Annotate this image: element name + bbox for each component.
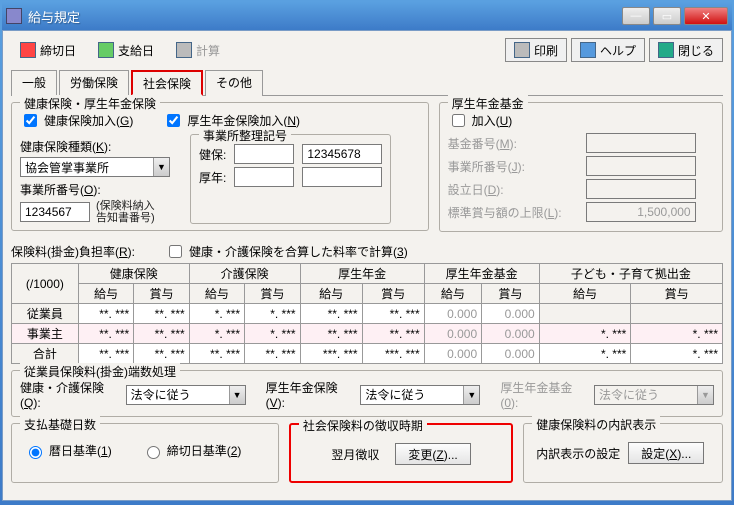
kounen-input-1[interactable]	[234, 167, 294, 187]
fund-est-date-input	[586, 179, 696, 199]
fund-office-no-label: 事業所番号(J):	[448, 158, 578, 175]
office-no-label: 事業所番号(O):	[20, 181, 170, 198]
tab-social[interactable]: 社会保険	[131, 70, 203, 96]
breakdown-group: 健康保険料の内訳表示 内訳表示の設定 設定(X)...	[523, 423, 723, 483]
close-label: 閉じる	[678, 42, 714, 59]
fund-std-limit-input	[586, 202, 696, 222]
merge-rate-checkbox[interactable]: 健康・介護保険を合算した料率で計算(3)	[165, 242, 408, 261]
health-join-input[interactable]	[24, 114, 37, 127]
round-fund-label: 厚生年金基金(0):	[500, 379, 574, 410]
help-icon	[580, 42, 596, 58]
fund-est-date-label: 設立日(D):	[448, 181, 578, 198]
deadline-icon	[20, 42, 36, 58]
pension-join-input[interactable]	[167, 114, 180, 127]
kounen-input-2[interactable]	[302, 167, 382, 187]
round-pension-label: 厚生年金保険(V):	[266, 379, 341, 410]
print-icon	[514, 42, 530, 58]
round-pension-select[interactable]: 法令に従う▼	[360, 385, 480, 405]
toolbar: 締切日 支給日 計算 印刷 ヘルプ 閉じる	[11, 35, 723, 65]
round-health-select[interactable]: 法令に従う▼	[126, 385, 246, 405]
help-button[interactable]: ヘルプ	[571, 38, 645, 62]
rounding-group: 従業員保険料(掛金)端数処理 健康・介護保険(Q): 法令に従う▼ 厚生年金保険…	[11, 370, 723, 417]
insurance-type-select[interactable]: 協会管掌事業所▼	[20, 157, 170, 177]
chevron-down-icon: ▼	[463, 386, 479, 404]
office-code-group: 事業所整理記号 健保: 厚年:	[190, 134, 391, 224]
round-fund-select: 法令に従う▼	[594, 385, 714, 405]
fund-office-no-input	[586, 156, 696, 176]
close-button[interactable]: 閉じる	[649, 38, 723, 62]
change-button[interactable]: 変更(Z)...	[395, 443, 470, 465]
chevron-down-icon: ▼	[697, 386, 713, 404]
calc-button: 計算	[167, 38, 229, 62]
type-label: 健康保険種類(K):	[20, 138, 170, 155]
print-button[interactable]: 印刷	[505, 38, 567, 62]
payday-button[interactable]: 支給日	[89, 38, 163, 62]
per1000-header: (/1000)	[12, 264, 79, 304]
minimize-button[interactable]: —	[622, 7, 650, 25]
chevron-down-icon: ▼	[229, 386, 245, 404]
tab-bar: 一般 労働保険 社会保険 その他	[11, 69, 723, 96]
kenpo-input-1[interactable]	[234, 144, 294, 164]
chevron-down-icon: ▼	[153, 158, 169, 176]
rate-section: 保険料(掛金)負担率(R): 健康・介護保険を合算した料率で計算(3) (/10…	[11, 242, 723, 364]
client-area: 締切日 支給日 計算 印刷 ヘルプ 閉じる	[2, 30, 732, 501]
breakdown-settings-button[interactable]: 設定(X)...	[628, 442, 704, 464]
window-controls: — ▭ ✕	[622, 7, 728, 25]
tab-general[interactable]: 一般	[11, 70, 57, 96]
office-code-legend: 事業所整理記号	[199, 127, 291, 144]
kenpo-label: 健保:	[199, 146, 226, 163]
kenpo-input-2[interactable]	[302, 144, 382, 164]
office-no-input[interactable]	[20, 202, 90, 222]
breakdown-legend: 健康保険料の内訳表示	[532, 416, 660, 433]
rate-table: (/1000) 健康保険 介護保険 厚生年金 厚生年金基金 子ども・子育て拠出金…	[11, 263, 723, 364]
fund-legend: 厚生年金基金	[448, 95, 528, 112]
fund-std-limit-label: 標準賞与額の上限(L):	[448, 204, 578, 221]
collection-value: 翌月徴収	[331, 446, 379, 463]
office-no-note: (保険料納入 告知書番号)	[96, 200, 155, 224]
deadline-button[interactable]: 締切日	[11, 38, 85, 62]
payday-icon	[98, 42, 114, 58]
tab-other[interactable]: その他	[205, 70, 263, 96]
health-pension-legend: 健康保険・厚生年金保険	[20, 95, 160, 112]
close-window-button[interactable]: ✕	[684, 7, 728, 25]
tab-labor[interactable]: 労働保険	[59, 70, 129, 96]
close-icon	[658, 42, 674, 58]
pension-fund-group: 厚生年金基金 加入(U) 基金番号(M): 事業所番号(J): 設立日(D): …	[439, 102, 723, 232]
collection-timing-group: 社会保険料の徴収時期 翌月徴収 変更(Z)...	[289, 423, 513, 483]
kounen-label: 厚年:	[199, 169, 226, 186]
fund-join-input[interactable]	[452, 114, 465, 127]
base-days-group: 支払基礎日数 暦日基準(1) 締切日基準(2)	[11, 423, 279, 483]
calc-icon	[176, 42, 192, 58]
deadline-label: 締切日	[40, 42, 76, 59]
collection-legend: 社会保険料の徴収時期	[299, 417, 427, 434]
window-title: 給与規定	[28, 7, 622, 26]
rounding-legend: 従業員保険料(掛金)端数処理	[20, 363, 180, 380]
fund-no-label: 基金番号(M):	[448, 135, 578, 152]
fund-no-input	[586, 133, 696, 153]
calc-label: 計算	[196, 42, 220, 59]
table-row: 合計 **. *****. *** **. *****. *** ***. **…	[12, 344, 723, 364]
titlebar: 給与規定 — ▭ ✕	[2, 2, 732, 30]
breakdown-label: 内訳表示の設定	[536, 445, 620, 462]
health-join-checkbox[interactable]: 健康保険加入(G)	[20, 111, 133, 130]
bottom-row: 支払基礎日数 暦日基準(1) 締切日基準(2) 社会保険料の徴収時期 翌月徴収 …	[11, 423, 723, 483]
help-label: ヘルプ	[600, 42, 636, 59]
payday-label: 支給日	[118, 42, 154, 59]
round-health-label: 健康・介護保険(Q):	[20, 379, 106, 410]
health-pension-group: 健康保険・厚生年金保険 健康保険加入(G) 厚生年金保険加入(N) 健康保険種類…	[11, 102, 429, 231]
deadline-radio[interactable]: 締切日基準(2)	[142, 442, 242, 459]
base-days-legend: 支払基礎日数	[20, 416, 100, 433]
window: 給与規定 — ▭ ✕ 締切日 支給日 計算 印刷	[0, 0, 734, 505]
rate-legend: 保険料(掛金)負担率(R):	[11, 243, 135, 260]
calendar-radio[interactable]: 暦日基準(1)	[24, 442, 112, 459]
app-icon	[6, 8, 22, 24]
table-row: 従業員 **. *****. *** *. ****. *** **. ****…	[12, 304, 723, 324]
table-row: 事業主 **. *****. *** *. ****. *** **. ****…	[12, 324, 723, 344]
fund-join-checkbox[interactable]: 加入(U)	[448, 111, 513, 130]
maximize-button[interactable]: ▭	[653, 7, 681, 25]
print-label: 印刷	[534, 42, 558, 59]
